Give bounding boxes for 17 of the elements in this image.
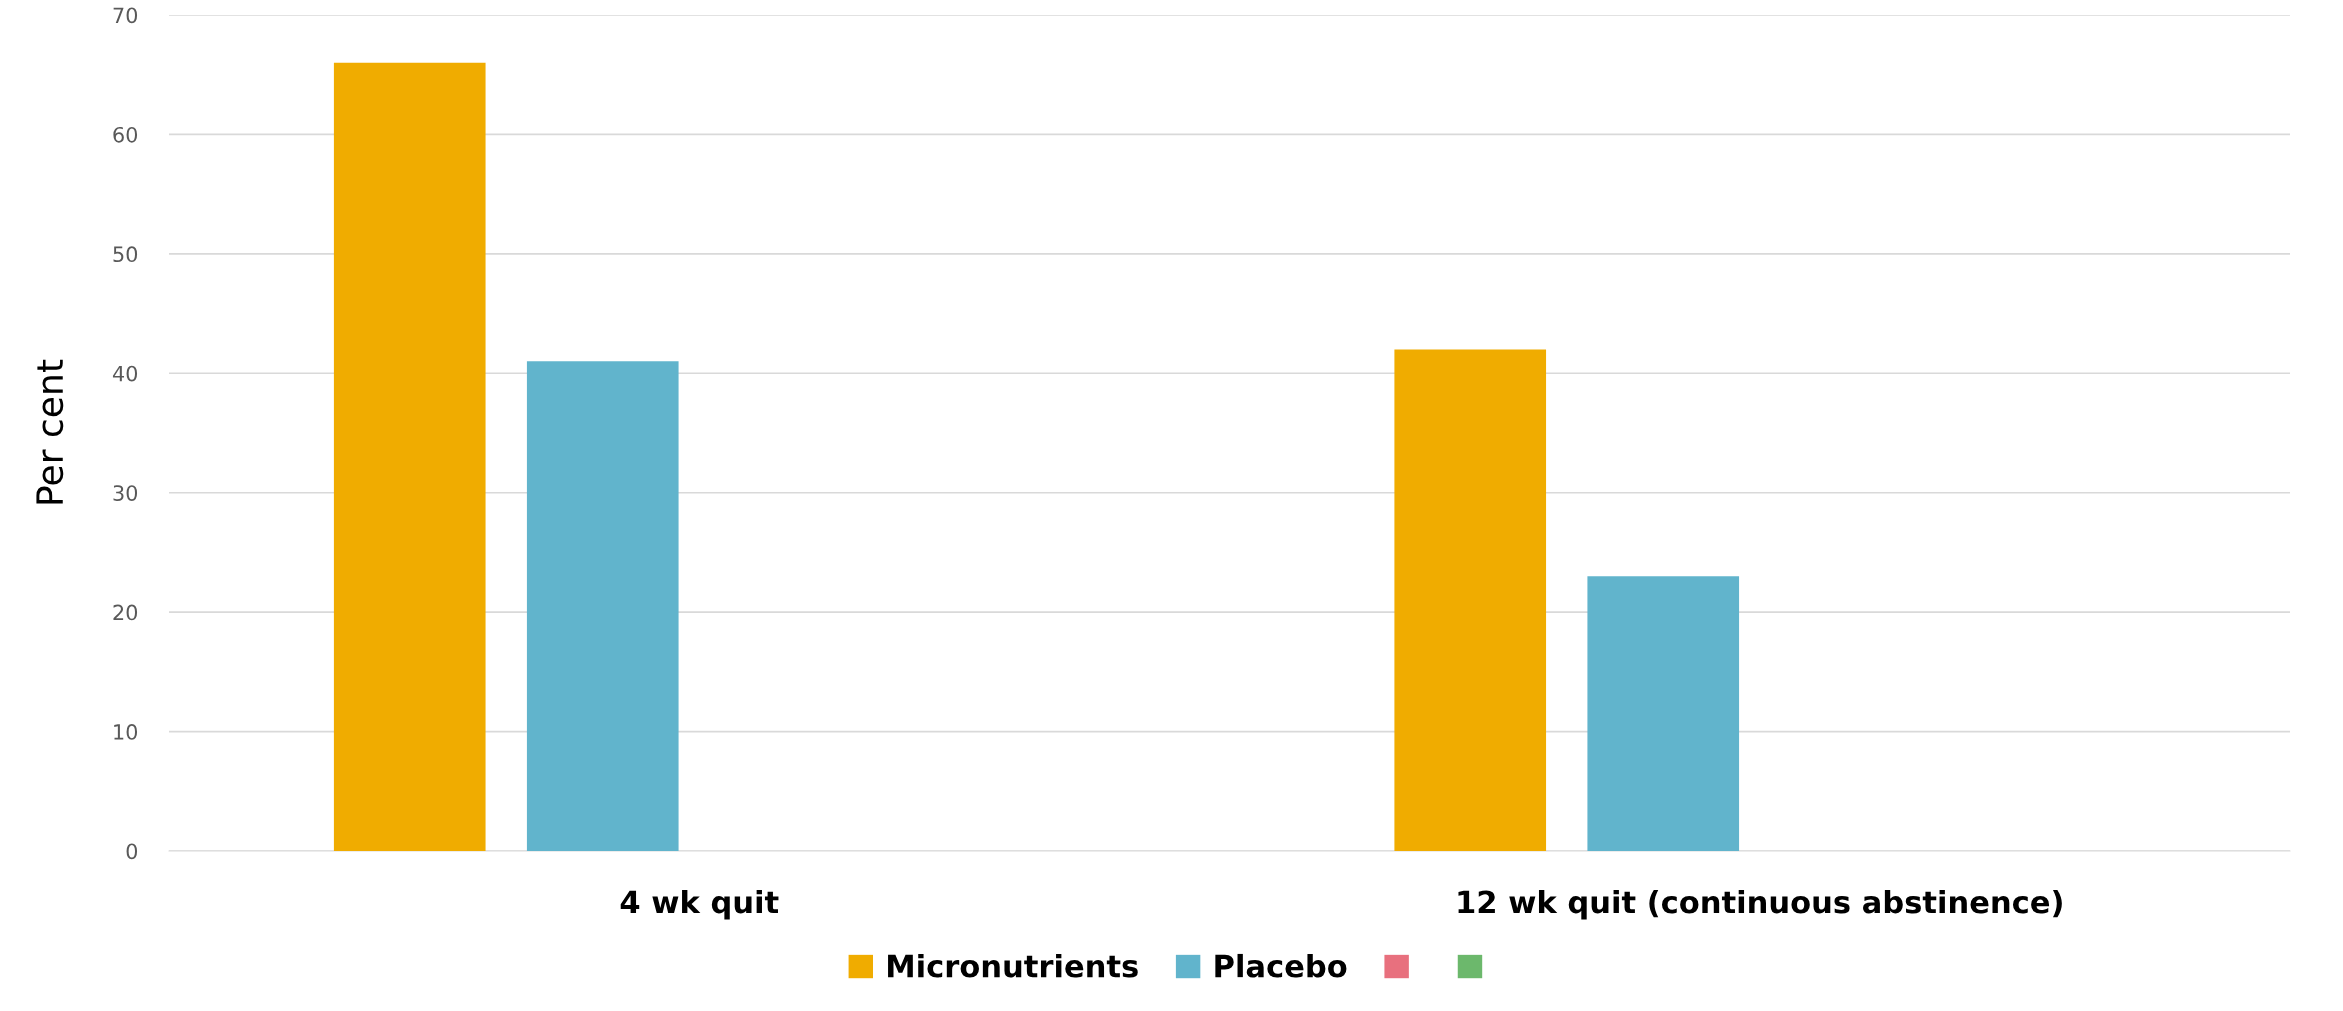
bar [1587, 576, 1740, 851]
y-tick-label: 30 [113, 485, 138, 501]
bar [333, 62, 486, 851]
y-tick-label: 0 [126, 843, 138, 860]
y-tick-label: 50 [113, 246, 138, 263]
x-tick-label: 4 wk quit [620, 889, 779, 920]
legend-label: Placebo [1215, 953, 1347, 978]
x-tick-label: 12 wk quit (continuous abstinence) [1458, 889, 2062, 920]
y-axis-title: Per cent [36, 359, 64, 504]
y-tick-label: 40 [112, 365, 138, 382]
y-tick-label: 60 [113, 126, 138, 143]
bar [526, 361, 679, 851]
y-tick-label: 20 [113, 604, 138, 621]
legend-label: Micronutrients [888, 953, 1138, 978]
y-tick-label: 10 [114, 724, 138, 740]
y-tick-label: 70 [113, 7, 138, 24]
bar [1394, 349, 1547, 851]
